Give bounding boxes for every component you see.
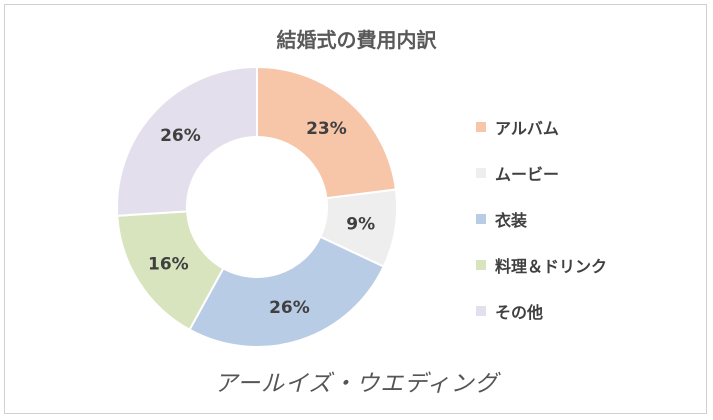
slice-costume bbox=[188, 235, 386, 348]
legend: アルバム ムービー 衣装 料理＆ドリンク その他 bbox=[476, 104, 607, 334]
legend-item-album: アルバム bbox=[476, 104, 607, 150]
legend-label-costume: 衣装 bbox=[495, 211, 528, 230]
legend-item-food-drink: 料理＆ドリンク bbox=[476, 242, 607, 288]
slice-label-other: 26% bbox=[160, 126, 201, 146]
legend-label-food-drink: 料理＆ドリンク bbox=[495, 257, 608, 276]
legend-swatch-movie bbox=[476, 168, 486, 178]
slice-other bbox=[116, 65, 258, 217]
legend-item-movie: ムービー bbox=[476, 150, 607, 196]
brand-logo: アールイズ・ウエディング bbox=[214, 371, 499, 397]
legend-item-other: その他 bbox=[476, 288, 607, 334]
slice-label-movie: 9% bbox=[346, 214, 375, 234]
slice-album bbox=[256, 65, 398, 200]
legend-swatch-album bbox=[476, 122, 486, 132]
legend-label-movie: ムービー bbox=[495, 165, 560, 184]
slice-label-album: 23% bbox=[306, 119, 347, 139]
legend-swatch-food-drink bbox=[476, 260, 486, 270]
legend-swatch-costume bbox=[476, 214, 486, 224]
chart-title: 結婚式の費用内訳 bbox=[276, 28, 437, 52]
legend-label-other: その他 bbox=[495, 303, 544, 322]
slice-label-costume: 26% bbox=[269, 298, 310, 318]
legend-swatch-other bbox=[476, 306, 486, 316]
legend-item-costume: 衣装 bbox=[476, 196, 607, 242]
slice-label-food-drink: 16% bbox=[148, 254, 189, 274]
legend-label-album: アルバム bbox=[495, 119, 559, 138]
